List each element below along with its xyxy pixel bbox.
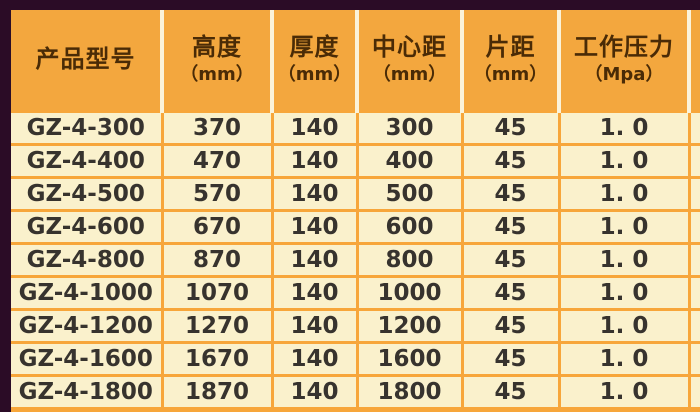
table-row: GZ-4-500 570 140 500 45 1. 0 [11, 176, 700, 211]
col-header-center-distance: 中心距 （mm） [355, 10, 462, 112]
col-header-plate-spacing: 片距 （mm） [460, 10, 559, 112]
cell-thickness: 140 [270, 110, 357, 145]
cell-edge-sliver [687, 374, 700, 410]
table-row: GZ-4-600 670 140 600 45 1. 0 [11, 209, 700, 244]
col-header-edge-sliver [687, 10, 700, 112]
col-header-center-distance-unit: （mm） [372, 63, 447, 85]
col-header-height: 高度 （mm） [160, 10, 272, 112]
cell-model: GZ-4-1800 [11, 374, 162, 410]
header-row: 产品型号 高度 （mm） 厚度 （mm） 中心距 （mm） 片距 （mm） [11, 10, 700, 112]
table-row: GZ-4-1000 1070 140 1000 45 1. 0 [11, 275, 700, 310]
spec-table: 产品型号 高度 （mm） 厚度 （mm） 中心距 （mm） 片距 （mm） [11, 10, 700, 412]
cell-height: 1270 [160, 308, 272, 343]
cell-edge-sliver [687, 209, 700, 244]
col-header-plate-spacing-label: 片距 [485, 33, 536, 62]
col-header-plate-spacing-unit: （mm） [473, 63, 548, 85]
col-header-height-unit: （mm） [180, 63, 254, 85]
cell-edge-sliver [687, 110, 700, 145]
cell-working-pressure: 1. 0 [557, 275, 689, 310]
cell-thickness: 140 [270, 374, 357, 410]
table-row: GZ-4-1800 1870 140 1800 45 1. 0 [11, 374, 700, 410]
cell-thickness: 140 [270, 275, 357, 310]
col-header-thickness: 厚度 （mm） [270, 10, 357, 112]
cell-model: GZ-4-600 [11, 209, 162, 244]
cell-plate-spacing: 45 [460, 341, 559, 376]
cell-center-distance: 300 [355, 110, 462, 145]
cell-plate-spacing: 45 [460, 242, 559, 277]
table-body: GZ-4-300 370 140 300 45 1. 0 GZ-4-400 47… [11, 110, 700, 410]
col-header-thickness-label: 厚度 [289, 33, 340, 62]
cell-model: GZ-4-500 [11, 176, 162, 211]
cell-plate-spacing: 45 [460, 308, 559, 343]
cell-center-distance: 1600 [355, 341, 462, 376]
col-header-model: 产品型号 [11, 10, 162, 112]
cell-height: 1070 [160, 275, 272, 310]
cell-height: 870 [160, 242, 272, 277]
cell-center-distance: 600 [355, 209, 462, 244]
cell-center-distance: 500 [355, 176, 462, 211]
cell-plate-spacing: 45 [460, 209, 559, 244]
cell-thickness: 140 [270, 242, 357, 277]
cell-height: 670 [160, 209, 272, 244]
cell-plate-spacing: 45 [460, 143, 559, 178]
cell-model: GZ-4-1000 [11, 275, 162, 310]
cell-working-pressure: 1. 0 [557, 341, 689, 376]
cell-edge-sliver [687, 341, 700, 376]
cell-thickness: 140 [270, 143, 357, 178]
cell-center-distance: 1000 [355, 275, 462, 310]
cell-working-pressure: 1. 0 [557, 308, 689, 343]
cell-height: 470 [160, 143, 272, 178]
cell-center-distance: 1200 [355, 308, 462, 343]
cell-model: GZ-4-400 [11, 143, 162, 178]
cell-edge-sliver [687, 275, 700, 310]
cell-model: GZ-4-300 [11, 110, 162, 145]
table-row: GZ-4-1200 1270 140 1200 45 1. 0 [11, 308, 700, 343]
table-row: GZ-4-400 470 140 400 45 1. 0 [11, 143, 700, 178]
cell-working-pressure: 1. 0 [557, 143, 689, 178]
col-header-thickness-unit: （mm） [277, 63, 352, 85]
table-header: 产品型号 高度 （mm） 厚度 （mm） 中心距 （mm） 片距 （mm） [11, 10, 700, 112]
cell-thickness: 140 [270, 176, 357, 211]
cell-model: GZ-4-1600 [11, 341, 162, 376]
cell-edge-sliver [687, 143, 700, 178]
cell-height: 1870 [160, 374, 272, 410]
col-header-working-pressure-unit: （Mpa） [584, 63, 664, 85]
col-header-height-label: 高度 [192, 33, 242, 62]
cell-working-pressure: 1. 0 [557, 242, 689, 277]
col-header-center-distance-label: 中心距 [372, 33, 447, 62]
cell-edge-sliver [687, 176, 700, 211]
cell-edge-sliver [687, 242, 700, 277]
cell-model: GZ-4-1200 [11, 308, 162, 343]
cell-height: 1670 [160, 341, 272, 376]
cell-thickness: 140 [270, 209, 357, 244]
col-header-working-pressure: 工作压力 （Mpa） [557, 10, 689, 112]
cell-working-pressure: 1. 0 [557, 209, 689, 244]
table-row: GZ-4-300 370 140 300 45 1. 0 [11, 110, 700, 145]
cell-working-pressure: 1. 0 [557, 110, 689, 145]
col-header-working-pressure-label: 工作压力 [574, 33, 674, 62]
cell-model: GZ-4-800 [11, 242, 162, 277]
cell-thickness: 140 [270, 341, 357, 376]
cell-plate-spacing: 45 [460, 110, 559, 145]
table-row: GZ-4-1600 1670 140 1600 45 1. 0 [11, 341, 700, 376]
cell-edge-sliver [687, 308, 700, 343]
cell-working-pressure: 1. 0 [557, 176, 689, 211]
cell-center-distance: 1800 [355, 374, 462, 410]
cell-plate-spacing: 45 [460, 176, 559, 211]
cell-height: 570 [160, 176, 272, 211]
cell-height: 370 [160, 110, 272, 145]
cell-plate-spacing: 45 [460, 275, 559, 310]
col-header-model-label: 产品型号 [35, 45, 136, 74]
cell-working-pressure: 1. 0 [557, 374, 689, 410]
table-row: GZ-4-800 870 140 800 45 1. 0 [11, 242, 700, 277]
cell-thickness: 140 [270, 308, 357, 343]
cell-center-distance: 400 [355, 143, 462, 178]
cell-plate-spacing: 45 [460, 374, 559, 410]
cell-center-distance: 800 [355, 242, 462, 277]
